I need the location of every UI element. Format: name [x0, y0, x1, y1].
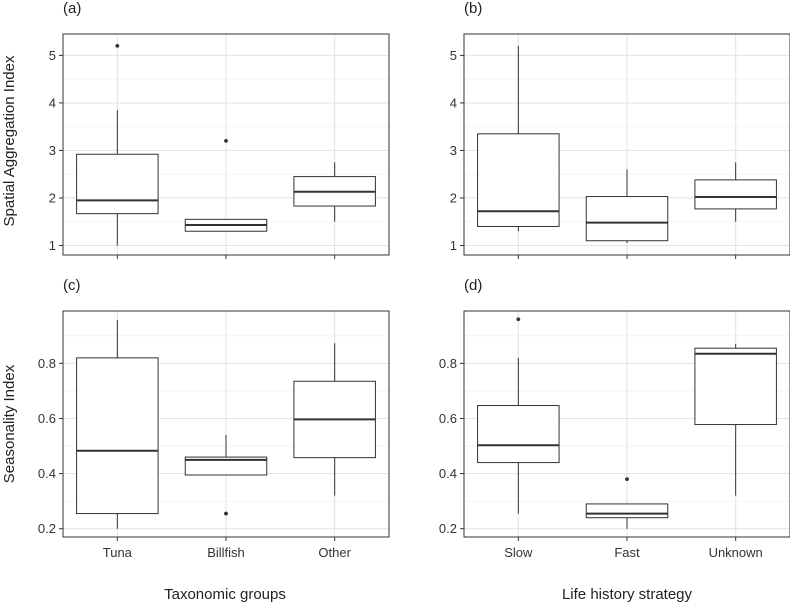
x-axis-title-life-history: Life history strategy: [562, 586, 693, 603]
panel-label: (c): [63, 277, 81, 294]
box-unknown: [694, 344, 777, 496]
box-tuna: [76, 319, 159, 529]
outlier-point: [625, 477, 629, 482]
y-tick-label: 2: [450, 190, 457, 205]
iqr-box: [76, 357, 159, 515]
y-tick-label: 3: [49, 143, 56, 158]
x-tick-label-other: Other: [318, 545, 351, 560]
y-tick-label: 1: [49, 238, 56, 253]
panel-label: (d): [464, 277, 482, 294]
panel-border: [463, 33, 790, 256]
iqr-box: [694, 347, 777, 426]
panel-label: (b): [464, 0, 482, 17]
iqr-box: [184, 456, 268, 476]
y-tick-label: 3: [450, 143, 457, 158]
y-tick-label: 5: [450, 48, 457, 63]
panel-border: [62, 33, 390, 256]
y-tick-label: 0.6: [439, 411, 457, 426]
x-tick-label-unknown: Unknown: [709, 545, 763, 560]
iqr-box: [477, 133, 560, 227]
box-tuna: [76, 43, 159, 246]
box-billfish: [184, 435, 268, 516]
y-tick-label: 4: [49, 95, 56, 110]
box-other: [293, 343, 376, 496]
box-other: [293, 162, 376, 222]
y-tick-label: 0.8: [439, 356, 457, 371]
y-tick-label: 4: [450, 95, 457, 110]
box-slow: [477, 317, 560, 514]
y-tick-label: 0.2: [439, 521, 457, 536]
outlier-point: [224, 511, 228, 516]
x-axis-title-taxonomic: Taxonomic groups: [164, 586, 286, 603]
y-tick-label: 0.8: [38, 356, 56, 371]
y-tick-label: 0.6: [38, 411, 56, 426]
y-axis-title-seasonality: Seasonality Index: [1, 364, 18, 483]
iqr-box: [694, 179, 777, 210]
x-tick-label-tuna: Tuna: [103, 545, 133, 560]
x-tick-label-billfish: Billfish: [207, 545, 245, 560]
box-fast: [585, 477, 669, 529]
x-tick-label-slow: Slow: [504, 545, 533, 560]
panel-1: 1 2 3 4 5 (a): [49, 0, 390, 259]
y-tick-label: 2: [49, 190, 56, 205]
panel-3: 0.2 0.4 0.6 0.8 Tuna Billfish Other (c): [38, 277, 390, 560]
y-tick-label: 5: [49, 48, 56, 63]
iqr-box: [76, 153, 159, 215]
outlier-point: [516, 317, 521, 322]
x-tick-label-fast: Fast: [614, 545, 640, 560]
box-billfish: [184, 139, 268, 232]
outlier-point: [115, 43, 120, 48]
y-tick-label: 0.4: [439, 466, 457, 481]
iqr-box: [585, 196, 669, 242]
y-tick-label: 1: [450, 238, 457, 253]
box-fast: [585, 169, 669, 244]
box-slow: [477, 45, 560, 232]
panel-border: [463, 310, 790, 538]
iqr-box: [477, 405, 560, 464]
outlier-point: [224, 139, 228, 143]
y-tick-label: 0.4: [38, 466, 56, 481]
iqr-box: [585, 503, 669, 519]
panel-2: 1 2 3 4 5 (b): [450, 0, 790, 259]
panel-border: [62, 310, 390, 538]
panel-label: (a): [63, 0, 81, 17]
box-unknown: [694, 162, 777, 222]
y-axis-title-spatial: Spatial Aggregation Index: [1, 55, 18, 226]
panel-4: 0.2 0.4 0.6 0.8 Slow Fast Unknown (d): [439, 277, 790, 560]
y-tick-label: 0.2: [38, 521, 56, 536]
